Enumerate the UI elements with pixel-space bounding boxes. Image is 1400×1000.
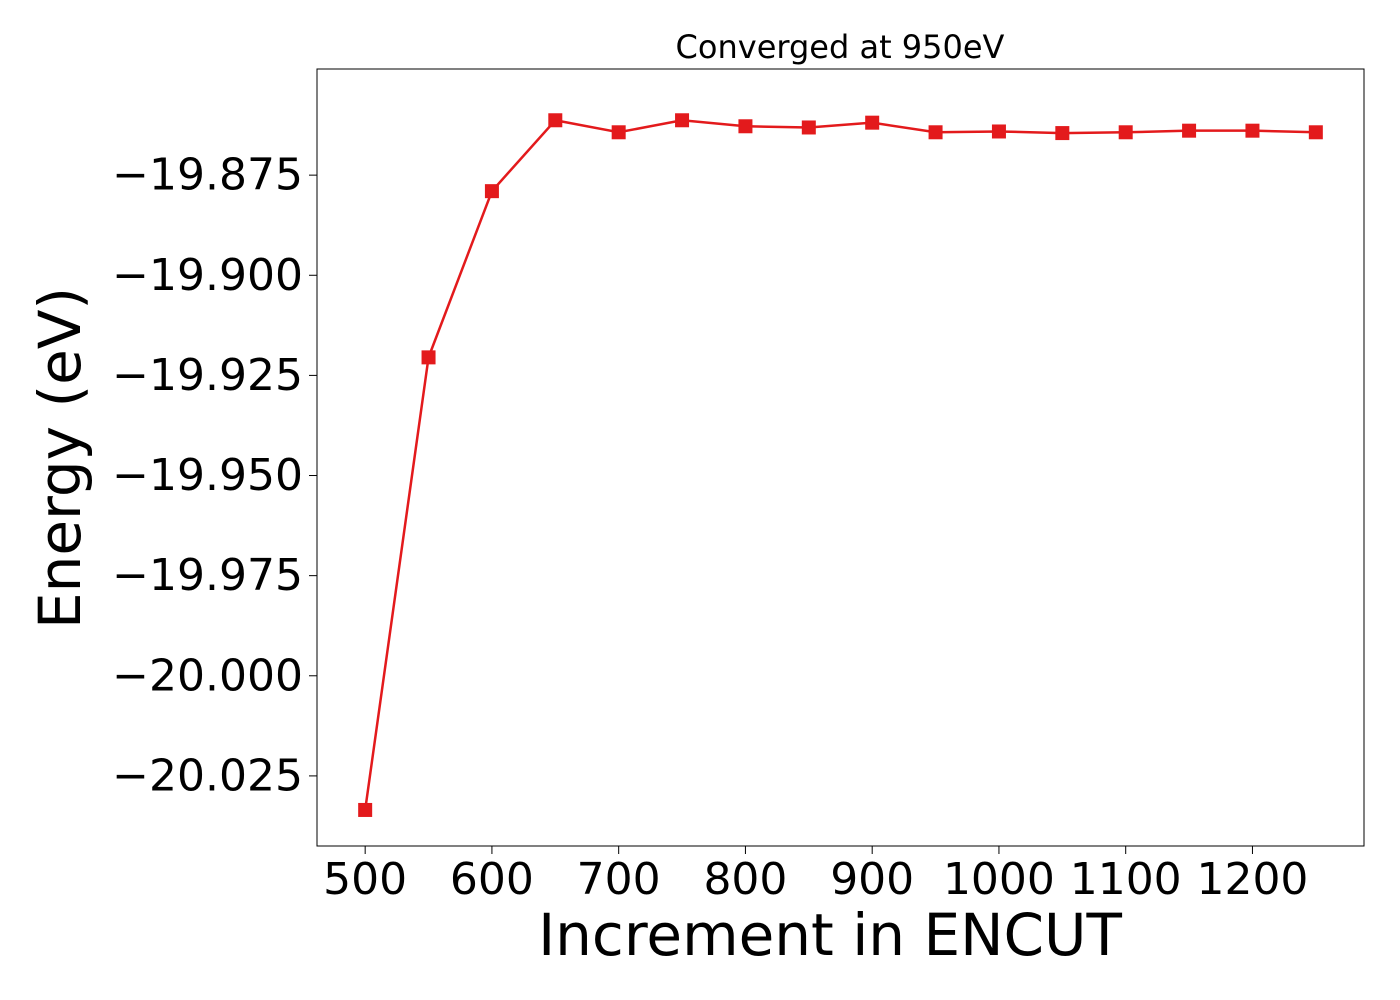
y-axis: −19.875 −19.900 −19.925 −19.950 −19.975 −20.0…: [112, 150, 317, 801]
x-axis-label: Increment in ENCUT: [538, 901, 1122, 969]
data-point-marker: [1245, 123, 1260, 138]
data-point-marker: [991, 124, 1006, 139]
y-tick-label: −19.975: [112, 550, 303, 601]
y-tick-label: −20.000: [112, 650, 303, 701]
x-tick-label: 1000: [943, 854, 1055, 905]
series-line: [363, 118, 1316, 811]
chart-title: Converged at 950eV: [676, 28, 1005, 66]
data-point-marker: [484, 184, 499, 199]
data-point-marker: [801, 120, 816, 135]
x-tick-label: 700: [577, 854, 661, 905]
y-tick-label: −19.950: [112, 450, 303, 501]
plot-area: [316, 68, 1365, 847]
data-point-marker: [928, 125, 943, 140]
x-tick-label: 500: [323, 854, 407, 905]
y-tick-label: −19.925: [112, 350, 303, 401]
data-point-marker: [738, 119, 753, 134]
data-point-marker: [421, 350, 436, 365]
x-tick-label: 900: [830, 854, 914, 905]
y-tick-label: −19.900: [112, 250, 303, 301]
data-point-marker: [865, 115, 880, 130]
y-tick-label: −19.875: [112, 150, 303, 201]
data-point-marker: [548, 113, 563, 128]
x-tick-label: 1200: [1196, 854, 1308, 905]
data-point-marker: [1182, 123, 1197, 138]
x-tick-label: 600: [450, 854, 534, 905]
data-point-marker: [1118, 125, 1133, 140]
x-axis: 500 600 700 800 900 1000 1100 1200: [323, 846, 1308, 905]
y-axis-label: Energy (eV): [26, 287, 94, 629]
data-point-marker: [358, 802, 373, 817]
data-point-marker: [675, 113, 690, 128]
data-point-marker: [611, 125, 626, 140]
x-tick-label: 1100: [1070, 854, 1182, 905]
y-tick-label: −20.025: [112, 750, 303, 801]
data-point-marker: [1055, 126, 1070, 141]
data-point-marker: [1308, 125, 1323, 140]
x-tick-label: 800: [703, 854, 787, 905]
series-layer: [358, 113, 1323, 817]
